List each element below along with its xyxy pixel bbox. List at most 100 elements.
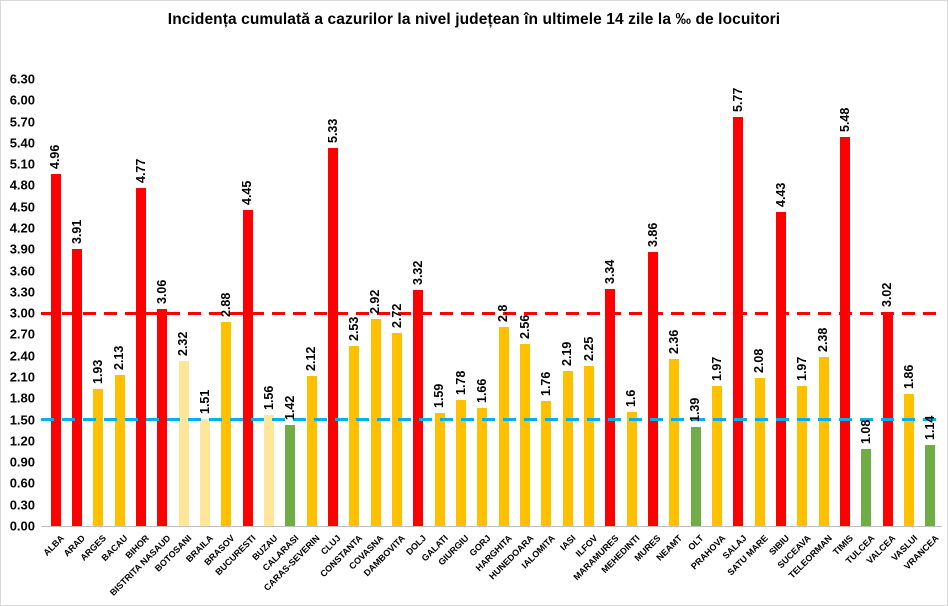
y-axis-tick-label: 3.00 [9,305,35,321]
bar-value-label: 1.56 [261,385,276,411]
y-axis-tick-label: 3.30 [9,284,35,300]
bar-value-label: 1.51 [197,389,212,414]
bar-value-label: 3.91 [69,219,84,244]
y-axis-tick-label: 4.20 [9,220,35,236]
bar-value-label: 1.97 [794,356,809,382]
bar-alba [50,174,61,526]
bar-dolj [413,290,424,526]
bar-value-label: 2.8 [496,304,511,323]
bar-bistrita-nasaud [157,308,168,526]
bar-salaj [733,116,744,526]
bar-value-label: 1.97 [709,356,724,382]
y-axis-tick-label: 4.80 [9,177,35,193]
bar-bacau [114,374,125,526]
y-axis-tick-label: 5.40 [9,135,35,151]
bar-harghita [498,327,509,526]
bar-mehedinti [626,412,637,526]
bar-value-label: 1.6 [624,390,639,408]
bar-value-label: 4.77 [133,158,148,183]
bar-value-label: 2.08 [752,349,767,374]
threshold-line-upper-threshold [41,311,942,315]
bar-value-label: 3.86 [645,222,660,248]
y-axis-tick-label: 0.00 [9,518,35,534]
y-axis-tick-label: 5.70 [9,114,35,130]
bar-value-label: 2.72 [389,303,404,328]
y-axis-tick-label: 3.60 [9,263,35,279]
bar-hunedoara [520,344,530,526]
bar-tulcea [861,449,872,526]
bar-ilfov [584,366,594,526]
threshold-line-lower-threshold [41,418,942,422]
bar-bucuresti [242,210,253,526]
bar-botosani [178,361,189,526]
y-axis-tick-label: 1.20 [9,433,35,449]
y-axis-tick-label: 4.50 [9,199,35,215]
bar-value-label: 2.92 [368,289,383,314]
bar-ialomita [541,401,552,526]
y-axis-tick-label: 0.90 [9,454,35,470]
bar-value-label: 1.76 [538,371,553,397]
bar-timis [840,137,850,526]
y-axis-tick-label: 1.80 [9,390,35,406]
bar-caras-severin [306,375,317,526]
bar-value-label: 1.14 [922,415,937,441]
y-axis-tick-label: 6.30 [9,71,35,87]
bar-covasna [370,318,381,526]
bar-value-label: 2.38 [816,327,831,353]
bar-value-label: 1.66 [474,378,489,404]
bar-value-label: 1.59 [432,383,447,409]
bar-value-label: 4.45 [240,180,255,206]
bar-gorj [477,408,488,526]
y-axis-tick-label: 2.10 [9,369,35,385]
bar-value-label: 3.32 [410,261,425,286]
bar-dambovita [392,333,402,526]
bar-value-label: 2.56 [517,315,532,340]
y-axis-tick-label: 3.90 [9,241,35,257]
bar-value-label: 3.06 [154,279,169,304]
bar-suceava [797,386,808,526]
bar-vrancea [925,445,936,526]
bar-value-label: 1.86 [901,364,916,390]
bar-buzau [264,415,274,526]
bar-constanta [349,346,360,526]
bar-vaslui [904,394,914,526]
bar-value-label: 2.13 [112,345,127,370]
bar-neamt [669,358,680,526]
bar-olt [690,427,701,526]
bar-prahova [712,386,722,526]
chart-title: Incidența cumulată a cazurilor la nivel … [167,11,781,28]
bar-brasov [221,321,232,526]
x-axis-category-label: ALBA [40,533,66,558]
bar-value-label: 3.34 [602,259,617,285]
bar-maramures [605,289,616,526]
bar-value-label: 3.02 [880,282,895,307]
bar-teleorman [818,357,829,526]
bar-value-label: 5.48 [837,107,852,133]
bar-cluj [328,147,338,526]
bar-value-label: 4.43 [773,182,788,207]
bar-sibiu [776,211,786,526]
y-axis-tick-label: 1.50 [9,412,35,428]
bar-value-label: 1.39 [688,398,703,423]
bar-value-label: 4.96 [48,144,63,170]
y-axis-tick-label: 2.40 [9,348,35,364]
bar-iasi [562,370,573,526]
y-axis-tick-label: 2.70 [9,326,35,342]
bar-arges [93,389,104,526]
bar-value-label: 2.25 [581,337,596,362]
y-axis-tick-label: 6.00 [9,92,35,108]
y-axis-tick-label: 0.60 [9,475,35,491]
y-axis-tick-label: 5.10 [9,156,35,172]
bar-value-label: 2.12 [304,346,319,371]
bar-value-label: 1.78 [453,370,468,395]
bar-value-label: 1.08 [858,420,873,445]
y-axis-tick-label: 0.30 [9,497,35,513]
bar-value-label: 1.42 [282,395,297,421]
bar-value-label: 2.32 [176,332,191,357]
bar-value-label: 2.53 [346,317,361,342]
bar-value-label: 5.33 [325,118,340,143]
bar-braila [200,418,210,526]
bar-galati [434,413,445,526]
